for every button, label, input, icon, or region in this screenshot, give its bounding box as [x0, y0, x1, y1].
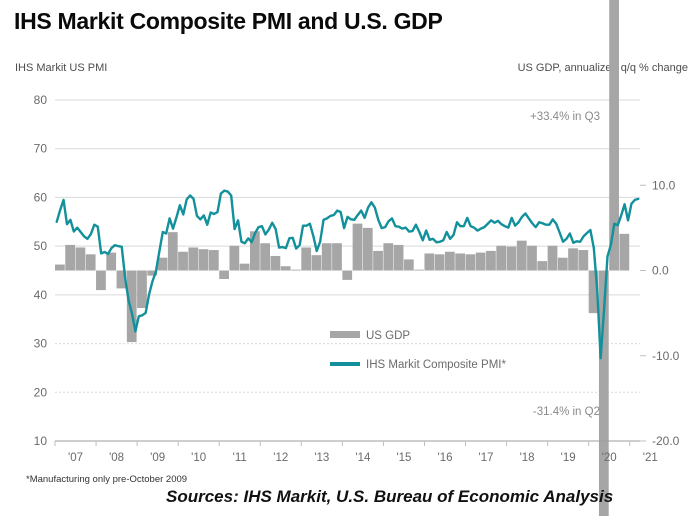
annotation-q2-gdp: -31.4% in Q2: [533, 406, 600, 418]
y2-axis-tick-label: -10.0: [652, 349, 680, 363]
gdp-bar: [270, 256, 281, 271]
gdp-bar: [65, 244, 76, 271]
gdp-bar: [96, 270, 106, 291]
gdp-bar: [362, 227, 373, 271]
footnote: *Manufacturing only pre-October 2009: [26, 474, 188, 485]
gdp-bar: [496, 245, 507, 271]
x-axis-tick-label: '17: [479, 452, 494, 464]
gdp-bar: [280, 266, 291, 271]
gdp-bar-series: [55, 0, 630, 516]
gdp-bar: [619, 233, 630, 271]
y-axis-tick-label: 60: [34, 190, 48, 204]
gdp-bar: [537, 261, 548, 271]
gdp-bar: [55, 264, 65, 271]
gdp-bar: [311, 255, 322, 271]
y-axis-tick-label: 40: [34, 288, 48, 302]
x-axis-tick-label: '08: [109, 452, 124, 464]
y-axis-tick-label: 10: [34, 434, 48, 448]
left-axis-label: IHS Markit US PMI: [15, 62, 108, 74]
gdp-bar: [147, 270, 158, 276]
gdp-bar: [116, 270, 127, 289]
x-axis-tick-label: '20: [602, 452, 617, 464]
y-axis-tick-label: 80: [34, 93, 48, 107]
y-axis-tick-label: 50: [34, 239, 48, 253]
gdp-bar: [414, 269, 424, 271]
gdp-bar: [332, 243, 342, 271]
y2-axis-tick-label: -20.0: [652, 434, 680, 448]
x-axis-tick-label: '07: [68, 452, 83, 464]
gdp-bar: [403, 259, 414, 271]
gdp-bar: [208, 250, 219, 271]
x-axis-tick-label: '13: [314, 452, 329, 464]
gdp-bar: [260, 243, 271, 271]
legend-label-us-gdp: US GDP: [366, 330, 410, 342]
gdp-bar: [516, 240, 527, 271]
sources-caption: Sources: IHS Markit, U.S. Bureau of Econ…: [166, 487, 614, 506]
x-axis-tick-label: '12: [273, 452, 288, 464]
gdp-bar: [198, 249, 209, 271]
x-axis-tick-label: '21: [643, 452, 658, 464]
y-axis-tick-label: 30: [34, 337, 48, 351]
annotation-q3-gdp: +33.4% in Q3: [530, 111, 600, 123]
x-axis-tick-label: '18: [520, 452, 535, 464]
gdp-bar: [424, 253, 435, 271]
gdp-bar: [137, 270, 147, 309]
gdp-bar: [445, 251, 455, 271]
gdp-bar: [588, 270, 599, 314]
y2-axis-tick-label: 10.0: [652, 178, 676, 192]
x-axis-tick-label: '10: [191, 452, 206, 464]
gdp-bar: [229, 245, 240, 271]
gdp-bar: [568, 248, 578, 271]
gdp-bar: [157, 257, 168, 271]
gdp-bar: [547, 245, 558, 271]
gdp-bar: [126, 270, 137, 343]
gdp-bar: [486, 250, 496, 271]
gdp-bar: [373, 250, 383, 271]
gdp-bar: [383, 243, 394, 271]
x-axis-tick-label: '19: [561, 452, 576, 464]
gdp-bar: [250, 231, 260, 271]
gdp-bar: [291, 269, 301, 271]
x-axis-tick-label: '11: [233, 452, 247, 464]
legend-label-pmi: IHS Markit Composite PMI*: [366, 359, 506, 371]
gdp-bar: [598, 270, 609, 516]
gdp-bar: [578, 250, 589, 271]
y2-axis-tick-label: 0.0: [652, 264, 669, 278]
gdp-bar: [75, 247, 86, 271]
gdp-bar: [188, 247, 199, 271]
gdp-bar: [527, 245, 537, 271]
gdp-bar: [455, 253, 466, 271]
y-axis-tick-label: 70: [34, 142, 48, 156]
gdp-bar: [342, 270, 353, 280]
gdp-bar: [506, 246, 517, 271]
gdp-bar: [167, 232, 178, 271]
gdp-bar: [465, 254, 476, 271]
right-axis-label: US GDP, annualized q/q % change: [517, 62, 688, 74]
x-axis-tick-label: '14: [355, 452, 371, 464]
gdp-bar: [301, 247, 312, 271]
gdp-bar: [239, 263, 250, 271]
gdp-bar: [352, 223, 363, 271]
pmi-line-series: [55, 189, 640, 360]
x-axis-tick-label: '15: [396, 452, 411, 464]
gdp-bar: [475, 252, 486, 271]
gdp-bar: [609, 0, 619, 271]
chart-legend: US GDP IHS Markit Composite PMI*: [330, 330, 506, 371]
gdp-bar: [321, 243, 332, 271]
gdp-bar: [557, 257, 568, 271]
x-axis-tick-label: '16: [438, 452, 453, 464]
gdp-bar: [434, 254, 445, 271]
gdp-bar: [85, 254, 96, 271]
y-axis-tick-label: 20: [34, 385, 48, 399]
x-axis-tick-label: '09: [150, 452, 165, 464]
gdp-bar: [106, 252, 117, 271]
gdp-bar: [219, 270, 229, 280]
page-title: IHS Markit Composite PMI and U.S. GDP: [14, 8, 443, 34]
legend-swatch-us-gdp: [330, 331, 360, 338]
gdp-bar: [393, 244, 404, 271]
gdp-bar: [178, 251, 188, 271]
